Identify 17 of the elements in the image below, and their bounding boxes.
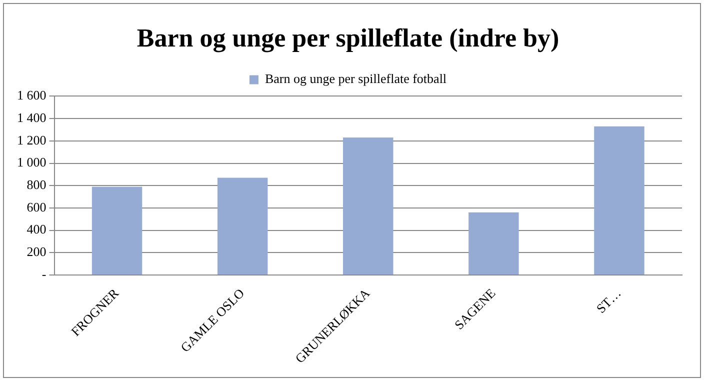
y-tick-label: 200 <box>26 244 46 260</box>
bar <box>594 126 644 275</box>
bar <box>92 186 142 275</box>
bar <box>343 138 394 275</box>
y-tick-label: 800 <box>26 177 46 192</box>
y-tick-label: 600 <box>26 199 46 214</box>
x-tick-label: ST… <box>593 285 624 316</box>
legend-label: Barn og unge per spilleflate fotball <box>264 71 447 86</box>
y-tick-label: 1 000 <box>17 154 46 170</box>
y-tick-label: 1 600 <box>17 88 46 103</box>
y-tick-label: - <box>42 266 46 282</box>
y-tick-label: 400 <box>26 222 46 237</box>
chart-title: Barn og unge per spilleflate (indre by) <box>136 23 560 52</box>
bar <box>217 178 268 275</box>
y-tick-label: 1 200 <box>17 132 46 148</box>
y-tick-label: 1 400 <box>17 110 46 125</box>
bar <box>468 212 519 275</box>
